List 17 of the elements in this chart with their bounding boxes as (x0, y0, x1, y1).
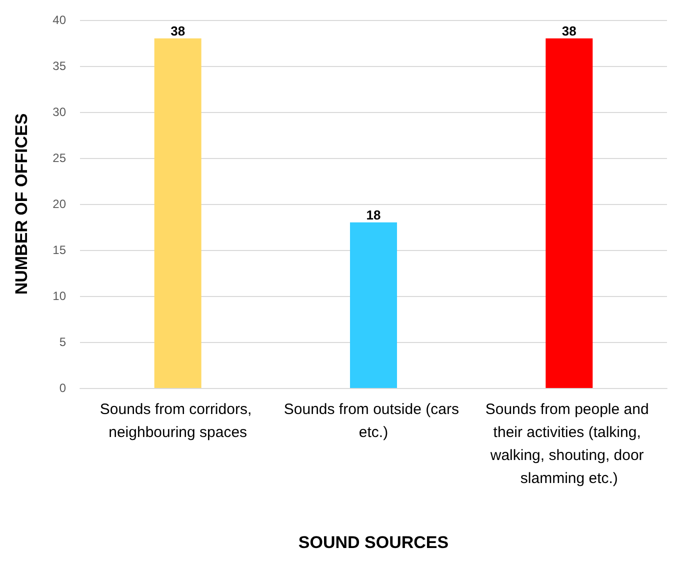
y-tick-label: 20 (52, 197, 66, 211)
y-tick-label: 5 (59, 335, 66, 349)
y-tick-label: 10 (52, 289, 66, 303)
y-tick-label: 35 (52, 59, 66, 73)
y-tick-label: 15 (52, 243, 66, 257)
y-tick-label: 40 (52, 13, 66, 27)
y-axis-title: NUMBER OF OFFICES (12, 113, 31, 295)
y-tick-label: 30 (52, 105, 66, 119)
data-label: 38 (562, 23, 576, 38)
x-tick-label: Sounds from outside (cars etc.) (284, 401, 464, 441)
data-label: 38 (170, 23, 186, 38)
y-tick-label: 0 (59, 381, 66, 395)
x-axis-title: SOUND SOURCES (298, 533, 449, 552)
x-tick-label: Sounds from people and their activities (talking, walking, shouting, door slamming etc.) (485, 401, 653, 487)
x-tick-label: Sounds from corridors, neighbouring spaces (100, 401, 256, 441)
data-label: 18 (366, 207, 381, 222)
y-tick-label: 25 (52, 151, 66, 165)
